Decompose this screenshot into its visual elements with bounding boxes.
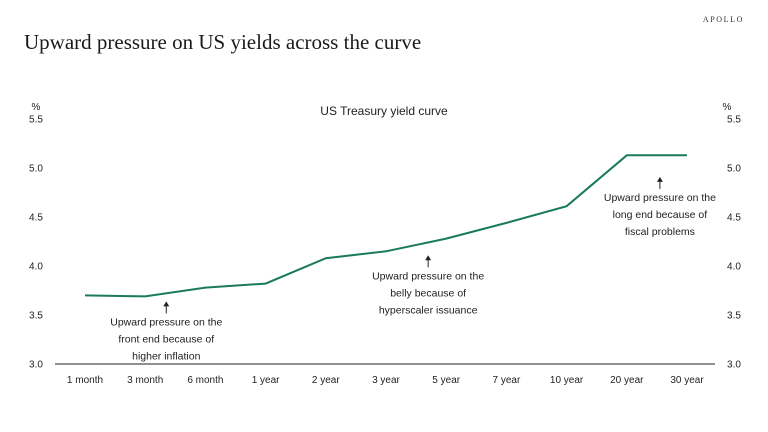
x-axis: 1 month 3 month 6 month 1 year 2 year 3 year 5… <box>67 375 704 386</box>
annotation-text: hyperscaler issuance <box>379 304 478 316</box>
annotation-text: belly because of <box>390 287 466 299</box>
left-y-axis: 3.0 3.5 4.0 4.5 5.0 5.5 <box>29 115 43 371</box>
left-axis-unit: % <box>32 102 41 113</box>
x-tick-label: 1 month <box>67 375 103 386</box>
y-tick-label-right: 5.0 <box>727 164 741 175</box>
annotation-text: Upward pressure on the <box>110 316 222 328</box>
x-tick-label: 6 month <box>187 375 223 386</box>
x-tick-label: 20 year <box>610 375 644 386</box>
annotation-text: Upward pressure on the <box>372 270 484 282</box>
annotation: Upward pressure on the belly because of hy… <box>372 255 484 316</box>
x-tick-label: 10 year <box>550 375 584 386</box>
y-tick-label-left: 4.5 <box>29 213 43 224</box>
brand-logo: APOLLO <box>702 15 744 24</box>
y-tick-label-left: 4.0 <box>29 262 43 273</box>
y-tick-label-left: 3.5 <box>29 311 43 322</box>
x-tick-label: 1 year <box>252 375 280 386</box>
annotation-text: higher inflation <box>132 350 200 362</box>
x-tick-label: 2 year <box>312 375 340 386</box>
y-tick-label-left: 5.0 <box>29 164 43 175</box>
y-tick-label-left: 5.5 <box>29 115 43 126</box>
annotation-text: long end because of <box>613 209 708 221</box>
annotation-arrow-head <box>656 176 663 182</box>
x-tick-label: 3 month <box>127 375 163 386</box>
page-title: Upward pressure on US yields across the … <box>24 30 422 54</box>
right-axis-unit: % <box>723 102 732 113</box>
y-tick-label-left: 3.0 <box>29 360 43 371</box>
right-y-axis: 3.0 3.5 4.0 4.5 5.0 5.5 <box>727 115 741 371</box>
x-tick-label: 5 year <box>432 375 460 386</box>
annotation-text: fiscal problems <box>625 226 695 238</box>
annotation-text: front end because of <box>118 333 214 345</box>
annotation: Upward pressure on the front end because … <box>110 301 222 362</box>
annotation-text: Upward pressure on the <box>604 192 716 204</box>
x-tick-label: 3 year <box>372 375 400 386</box>
y-tick-label-right: 4.0 <box>727 262 741 273</box>
x-tick-label: 7 year <box>493 375 521 386</box>
y-tick-label-right: 3.0 <box>727 360 741 371</box>
y-tick-label-right: 3.5 <box>727 311 741 322</box>
annotation: Upward pressure on the long end because o… <box>604 176 716 238</box>
annotations: Upward pressure on the front end because … <box>110 176 716 362</box>
yield-curve-line <box>84 154 687 298</box>
y-tick-label-right: 5.5 <box>727 115 741 126</box>
x-tick-label: 30 year <box>670 375 704 386</box>
chart-title: US Treasury yield curve <box>320 104 448 118</box>
annotation-arrow-head <box>163 301 170 307</box>
y-tick-label-right: 4.5 <box>727 213 741 224</box>
annotation-arrow-head <box>425 255 432 261</box>
